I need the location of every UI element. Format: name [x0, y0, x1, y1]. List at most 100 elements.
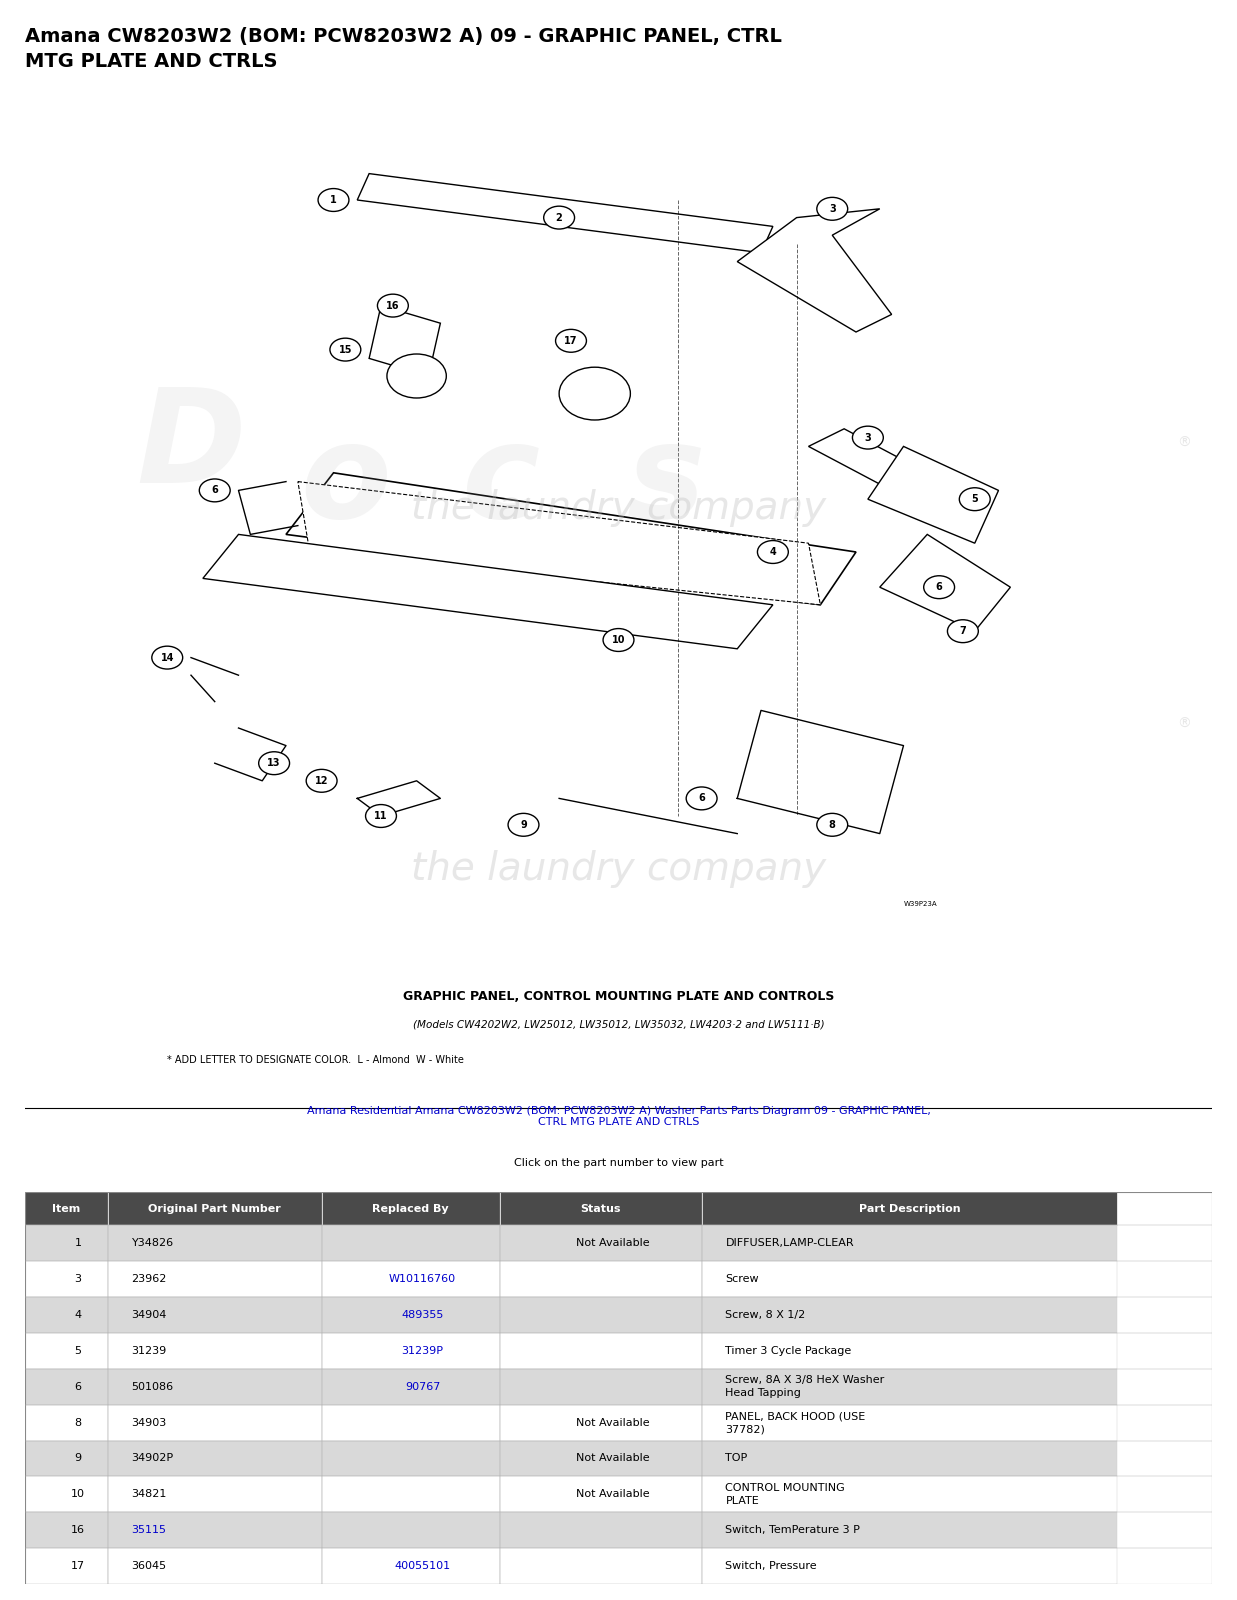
Circle shape [259, 752, 289, 774]
Polygon shape [298, 482, 820, 605]
Text: Amana Residential Amana CW8203W2 (BOM: PCW8203W2 A) Washer Parts Parts Diagram 0: Amana Residential Amana CW8203W2 (BOM: P… [307, 1106, 930, 1126]
FancyBboxPatch shape [701, 1333, 1117, 1368]
Circle shape [387, 354, 447, 398]
Text: Replaced By: Replaced By [372, 1203, 449, 1214]
Text: 17: 17 [71, 1562, 85, 1571]
Text: 34821: 34821 [131, 1490, 167, 1499]
Text: Status: Status [580, 1203, 621, 1214]
Text: TOP: TOP [725, 1453, 747, 1464]
Text: Y34826: Y34826 [131, 1238, 173, 1248]
FancyBboxPatch shape [25, 1477, 108, 1512]
Text: 16: 16 [72, 1525, 85, 1534]
FancyBboxPatch shape [108, 1298, 322, 1333]
Text: Timer 3 Cycle Package: Timer 3 Cycle Package [725, 1346, 851, 1355]
Text: * ADD LETTER TO DESIGNATE COLOR.  L - Almond  W - White: * ADD LETTER TO DESIGNATE COLOR. L - Alm… [167, 1054, 464, 1064]
Circle shape [555, 330, 586, 352]
Polygon shape [880, 534, 1011, 630]
FancyBboxPatch shape [701, 1226, 1117, 1261]
Circle shape [307, 770, 336, 792]
Text: 9: 9 [520, 819, 527, 830]
Circle shape [508, 813, 539, 837]
Text: 34902P: 34902P [131, 1453, 173, 1464]
Text: Not Available: Not Available [575, 1490, 649, 1499]
Text: 6: 6 [74, 1382, 82, 1392]
FancyBboxPatch shape [701, 1549, 1117, 1584]
FancyBboxPatch shape [500, 1368, 701, 1405]
Text: 15: 15 [339, 344, 353, 355]
Text: 5: 5 [74, 1346, 82, 1355]
Text: 3: 3 [829, 203, 836, 214]
Text: 1: 1 [74, 1238, 82, 1248]
FancyBboxPatch shape [500, 1333, 701, 1368]
Text: CONTROL MOUNTING: CONTROL MOUNTING [725, 1483, 845, 1493]
Circle shape [330, 338, 361, 362]
Text: 8: 8 [74, 1418, 82, 1427]
Text: 36045: 36045 [131, 1562, 167, 1571]
FancyBboxPatch shape [500, 1298, 701, 1333]
FancyBboxPatch shape [500, 1405, 701, 1440]
Text: Not Available: Not Available [575, 1238, 649, 1248]
FancyBboxPatch shape [701, 1192, 1117, 1226]
FancyBboxPatch shape [25, 1405, 108, 1440]
Text: Amana CW8203W2 (BOM: PCW8203W2 A) 09 - GRAPHIC PANEL, CTRL
MTG PLATE AND CTRLS: Amana CW8203W2 (BOM: PCW8203W2 A) 09 - G… [25, 27, 782, 70]
Text: 11: 11 [375, 811, 387, 821]
Text: 7: 7 [960, 626, 966, 637]
Text: Part Description: Part Description [858, 1203, 960, 1214]
Text: PANEL, BACK HOOD (USE: PANEL, BACK HOOD (USE [725, 1411, 866, 1421]
FancyBboxPatch shape [322, 1549, 500, 1584]
FancyBboxPatch shape [25, 1261, 108, 1298]
Text: 40055101: 40055101 [395, 1562, 450, 1571]
FancyBboxPatch shape [108, 1226, 322, 1261]
Text: 16: 16 [386, 301, 400, 310]
FancyBboxPatch shape [322, 1512, 500, 1549]
FancyBboxPatch shape [500, 1512, 701, 1549]
FancyBboxPatch shape [25, 1368, 108, 1405]
FancyBboxPatch shape [108, 1512, 322, 1549]
Text: 35115: 35115 [131, 1525, 167, 1534]
Text: 8: 8 [829, 819, 836, 830]
Text: Not Available: Not Available [575, 1453, 649, 1464]
Text: 14: 14 [161, 653, 174, 662]
Text: Screw, 8 X 1/2: Screw, 8 X 1/2 [725, 1310, 805, 1320]
Text: PLATE: PLATE [725, 1496, 760, 1506]
FancyBboxPatch shape [108, 1477, 322, 1512]
FancyBboxPatch shape [701, 1477, 1117, 1512]
Text: 34904: 34904 [131, 1310, 167, 1320]
FancyBboxPatch shape [500, 1192, 701, 1226]
FancyBboxPatch shape [322, 1298, 500, 1333]
Circle shape [687, 787, 717, 810]
FancyBboxPatch shape [108, 1333, 322, 1368]
FancyBboxPatch shape [701, 1298, 1117, 1333]
Text: 37782): 37782) [725, 1424, 766, 1434]
FancyBboxPatch shape [108, 1368, 322, 1405]
Text: 17: 17 [564, 336, 578, 346]
FancyBboxPatch shape [322, 1192, 500, 1226]
FancyBboxPatch shape [322, 1440, 500, 1477]
Text: 34903: 34903 [131, 1418, 167, 1427]
FancyBboxPatch shape [322, 1226, 500, 1261]
Polygon shape [286, 474, 856, 605]
Circle shape [199, 478, 230, 502]
FancyBboxPatch shape [25, 1549, 108, 1584]
Text: Not Available: Not Available [575, 1418, 649, 1427]
Text: W10116760: W10116760 [388, 1274, 456, 1285]
FancyBboxPatch shape [25, 1226, 108, 1261]
FancyBboxPatch shape [322, 1368, 500, 1405]
Polygon shape [203, 534, 773, 650]
Circle shape [757, 541, 788, 563]
Polygon shape [809, 429, 928, 490]
Text: s: s [627, 418, 705, 546]
Circle shape [604, 629, 633, 651]
Circle shape [924, 576, 955, 598]
Text: 10: 10 [72, 1490, 85, 1499]
Text: ®: ® [1176, 717, 1190, 731]
Text: c: c [460, 418, 539, 546]
Text: 4: 4 [769, 547, 777, 557]
Text: 13: 13 [267, 758, 281, 768]
Text: o: o [301, 418, 391, 546]
FancyBboxPatch shape [322, 1477, 500, 1512]
Text: ®: ® [1176, 435, 1190, 450]
Text: Head Tapping: Head Tapping [725, 1389, 802, 1398]
Polygon shape [369, 306, 440, 376]
Text: 12: 12 [315, 776, 328, 786]
